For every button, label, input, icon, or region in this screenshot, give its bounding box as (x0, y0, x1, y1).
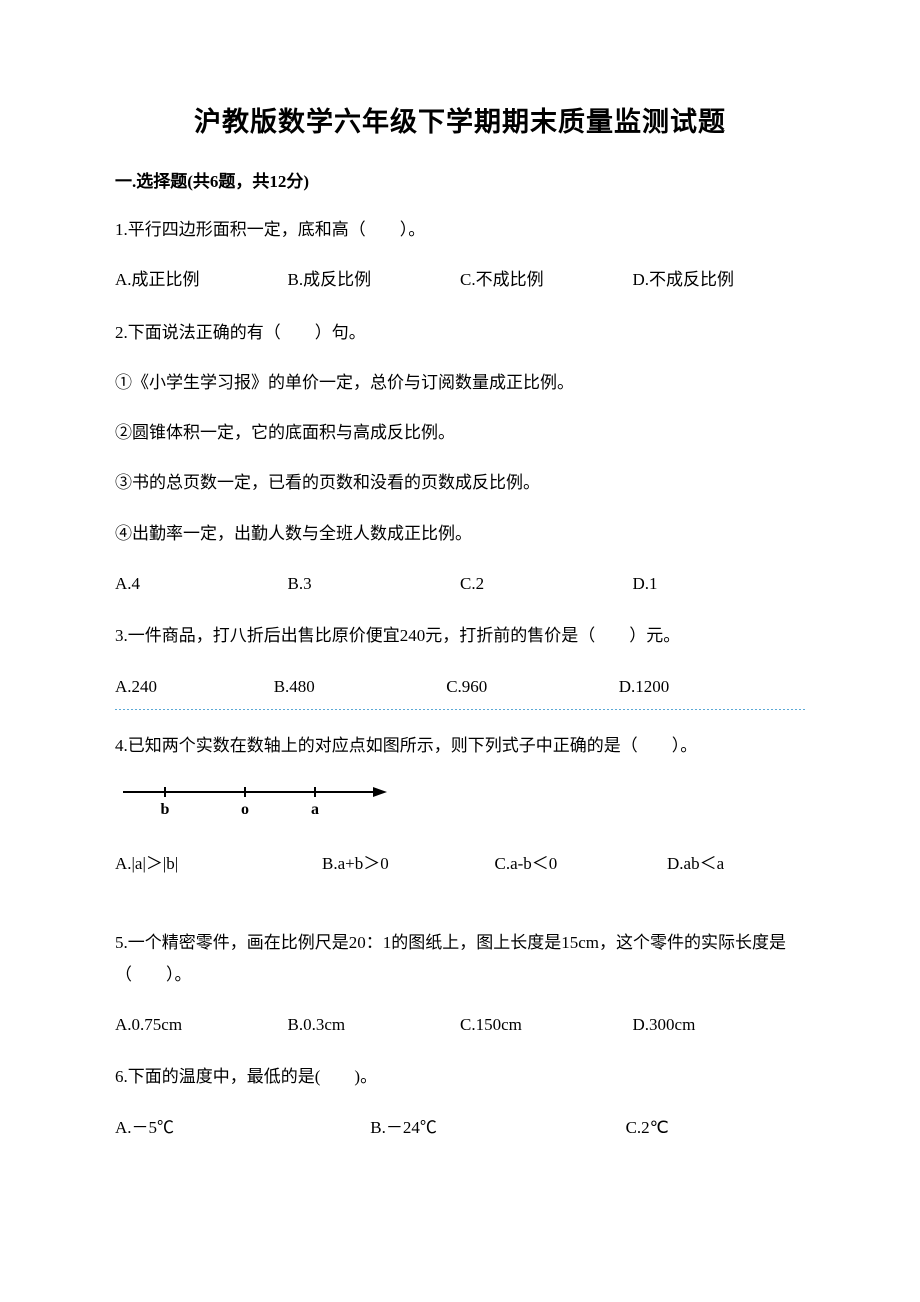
q1-option-a: A.成正比例 (115, 264, 288, 296)
source-underline (115, 709, 805, 710)
q6-option-b: B.－24℃ (370, 1112, 625, 1144)
q2-stem: 2.下面说法正确的有（ ）句。 (115, 317, 805, 349)
q6-options: A.－5℃ B.－24℃ C.2℃ (115, 1112, 805, 1144)
q4-stem: 4.已知两个实数在数轴上的对应点如图所示，则下列式子中正确的是（ ）。 (115, 730, 805, 762)
q5-options: A.0.75cm B.0.3cm C.150cm D.300cm (115, 1009, 805, 1041)
q1-option-c: C.不成比例 (460, 264, 633, 296)
exam-title: 沪教版数学六年级下学期期末质量监测试题 (115, 100, 805, 139)
q2-option-a: A.4 (115, 568, 288, 600)
section-1-header: 一.选择题(共6题，共12分) (115, 167, 805, 192)
question-2: 2.下面说法正确的有（ ）句。 ①《小学生学习报》的单价一定，总价与订阅数量成正… (115, 317, 805, 601)
q5-option-c: C.150cm (460, 1009, 633, 1041)
numberline-label-o: o (241, 801, 249, 818)
question-1: 1.平行四边形面积一定，底和高（ ）。 A.成正比例 B.成反比例 C.不成比例… (115, 214, 805, 297)
q3-option-c: C.960 (446, 671, 619, 703)
q3-option-b: B.480 (274, 671, 447, 703)
numberline-label-b: b (161, 801, 170, 818)
question-5: 5.一个精密零件，画在比例尺是20：1的图纸上，图上长度是15cm，这个零件的实… (115, 927, 805, 1042)
q5-stem: 5.一个精密零件，画在比例尺是20：1的图纸上，图上长度是15cm，这个零件的实… (115, 927, 805, 992)
q1-option-b: B.成反比例 (288, 264, 461, 296)
q4-option-c: C.a-b＜0 (495, 848, 668, 880)
q2-option-c: C.2 (460, 568, 633, 600)
q2-statement-4: ④出勤率一定，出勤人数与全班人数成正比例。 (115, 518, 805, 550)
q2-option-b: B.3 (288, 568, 461, 600)
q3-stem: 3.一件商品，打八折后出售比原价便宜240元，打折前的售价是（ ）元。 (115, 620, 805, 652)
q6-stem: 6.下面的温度中，最低的是( )。 (115, 1061, 805, 1093)
q2-options: A.4 B.3 C.2 D.1 (115, 568, 805, 600)
q5-option-b: B.0.3cm (288, 1009, 461, 1041)
q3-option-a: A.240 (115, 671, 274, 703)
q5-option-a: A.0.75cm (115, 1009, 288, 1041)
question-4: 4.已知两个实数在数轴上的对应点如图所示，则下列式子中正确的是（ ）。 b o … (115, 730, 805, 881)
q3-options: A.240 B.480 C.960 D.1200 (115, 671, 805, 703)
q6-option-c: C.2℃ (626, 1112, 805, 1144)
numberline-label-a: a (311, 801, 319, 818)
q2-statement-2: ②圆锥体积一定，它的底面积与高成反比例。 (115, 417, 805, 449)
q1-options: A.成正比例 B.成反比例 C.不成比例 D.不成反比例 (115, 264, 805, 296)
q5-option-d: D.300cm (633, 1009, 806, 1041)
page: 沪教版数学六年级下学期期末质量监测试题 一.选择题(共6题，共12分) 1.平行… (0, 0, 920, 1224)
q1-stem: 1.平行四边形面积一定，底和高（ ）。 (115, 214, 805, 246)
q4-options: A.|a|＞|b| B.a+b＞0 C.a-b＜0 D.ab＜a (115, 848, 805, 880)
q2-statement-1: ①《小学生学习报》的单价一定，总价与订阅数量成正比例。 (115, 367, 805, 399)
q1-option-d: D.不成反比例 (633, 264, 806, 296)
q3-option-d: D.1200 (619, 671, 805, 703)
question-3: 3.一件商品，打八折后出售比原价便宜240元，打折前的售价是（ ）元。 A.24… (115, 620, 805, 710)
q4-option-d: D.ab＜a (667, 848, 805, 880)
q2-option-d: D.1 (633, 568, 806, 600)
q6-option-a: A.－5℃ (115, 1112, 370, 1144)
question-6: 6.下面的温度中，最低的是( )。 A.－5℃ B.－24℃ C.2℃ (115, 1061, 805, 1144)
q4-option-b: B.a+b＞0 (322, 848, 495, 880)
q2-statement-3: ③书的总页数一定，已看的页数和没看的页数成反比例。 (115, 467, 805, 499)
spacer (115, 901, 805, 927)
number-line-figure: b o a (115, 780, 805, 820)
q4-option-a: A.|a|＞|b| (115, 848, 322, 880)
